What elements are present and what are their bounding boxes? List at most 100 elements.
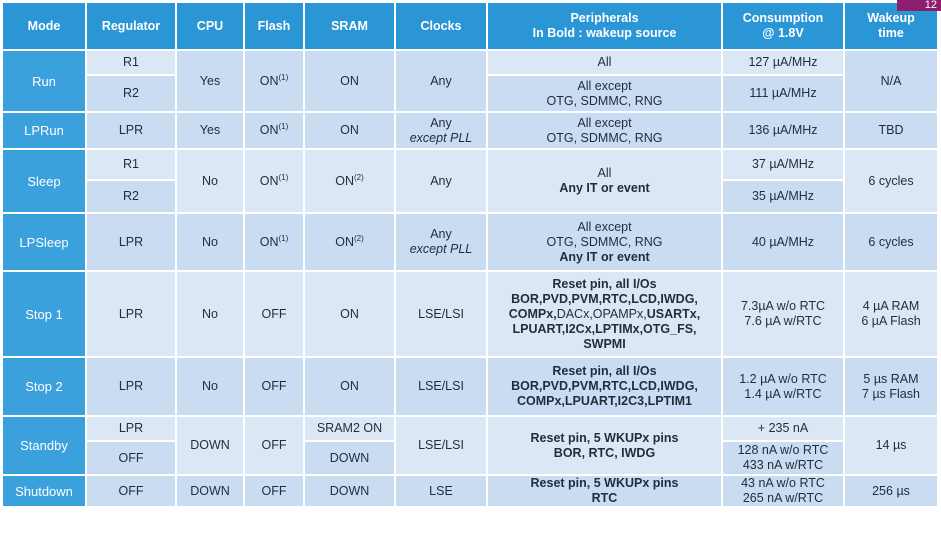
sram-value: ON bbox=[335, 173, 354, 188]
flash-cell: OFF bbox=[245, 476, 305, 508]
peripherals-wakeup-source: Reset pin, 5 WKUPx pins bbox=[530, 430, 679, 445]
sram-cell: ON(2) bbox=[305, 214, 396, 272]
wakeup-line: 7 µs Flash bbox=[862, 386, 920, 401]
cpu-cell: DOWN bbox=[177, 417, 245, 476]
header-wakeup-time: Wakeup time bbox=[845, 3, 939, 51]
peripherals-cell: All bbox=[488, 51, 723, 76]
peripherals-cell: Reset pin, 5 WKUPx pins RTC bbox=[488, 476, 723, 508]
regulator-cell: LPR bbox=[87, 214, 177, 272]
peripherals-line: OTG, SDMMC, RNG bbox=[546, 93, 663, 108]
header-cpu: CPU bbox=[177, 3, 245, 51]
peripherals-wakeup-source: USARTx, bbox=[646, 306, 701, 321]
consumption-line: 128 nA w/o RTC bbox=[737, 443, 829, 457]
sram-cell: ON bbox=[305, 51, 396, 113]
peripherals-wakeup-source: Reset pin, all I/Os bbox=[552, 364, 657, 378]
peripherals-wakeup-source: Any IT or event bbox=[559, 249, 650, 264]
clocks-line-italic: except PLL bbox=[409, 242, 473, 256]
consumption-line: 43 nA w/o RTC bbox=[741, 476, 825, 490]
clocks-cell: Any bbox=[396, 150, 488, 214]
header-peripherals: Peripherals In Bold : wakeup source bbox=[488, 3, 723, 51]
cpu-cell: No bbox=[177, 272, 245, 358]
consumption-line: 7.6 µA w/RTC bbox=[744, 314, 822, 328]
regulator-cell: R1 bbox=[87, 51, 177, 76]
peripherals-wakeup-source: BOR,PVD,PVM,RTC,LCD,IWDG, bbox=[511, 291, 698, 306]
sram-cell: ON bbox=[305, 113, 396, 150]
clocks-line: Any bbox=[430, 115, 452, 130]
regulator-cell: R2 bbox=[87, 181, 177, 214]
sram-value: ON bbox=[335, 234, 354, 249]
clocks-cell: LSE/LSI bbox=[396, 417, 488, 476]
peripherals-cell: Reset pin, all I/Os BOR,PVD,PVM,RTC,LCD,… bbox=[488, 358, 723, 417]
table-row-standby-r1: Standby LPR DOWN OFF SRAM2 ON LSE/LSI Re… bbox=[3, 417, 939, 476]
regulator-cell: R1 bbox=[87, 150, 177, 181]
header-wakeup-subtitle: time bbox=[878, 26, 904, 40]
flash-value: ON bbox=[259, 73, 279, 88]
peripherals-cell: All except OTG, SDMMC, RNG bbox=[488, 113, 723, 150]
mode-cell-stop1: Stop 1 bbox=[3, 272, 87, 358]
peripherals-wakeup-source: BOR, RTC, IWDG bbox=[553, 445, 656, 460]
cpu-cell: DOWN bbox=[177, 476, 245, 508]
consumption-line: 7.3µA w/o RTC bbox=[740, 299, 826, 313]
header-mode: Mode bbox=[3, 3, 87, 51]
footnote-ref: (1) bbox=[278, 172, 289, 182]
footnote-ref: (2) bbox=[353, 172, 364, 182]
header-peripherals-title: Peripherals bbox=[570, 11, 639, 25]
table-row-run-r2: R2 All except OTG, SDMMC, RNG 111 µA/MHz bbox=[3, 76, 939, 113]
clocks-cell: LSE/LSI bbox=[396, 272, 488, 358]
clocks-cell: Any except PLL bbox=[396, 113, 488, 150]
header-clocks: Clocks bbox=[396, 3, 488, 51]
clocks-cell: LSE bbox=[396, 476, 488, 508]
regulator-cell: LPR bbox=[87, 358, 177, 417]
wakeup-cell: 6 cycles bbox=[845, 150, 939, 214]
consumption-line: 1.4 µA w/RTC bbox=[744, 386, 822, 401]
peripherals-line: OTG, SDMMC, RNG bbox=[546, 130, 663, 145]
clocks-cell: LSE/LSI bbox=[396, 358, 488, 417]
peripherals-line: OTG, SDMMC, RNG bbox=[546, 234, 663, 249]
header-flash: Flash bbox=[245, 3, 305, 51]
consumption-line: 433 nA w/RTC bbox=[742, 458, 824, 472]
footnote-ref: (1) bbox=[278, 121, 289, 131]
peripherals-cell: All Any IT or event bbox=[488, 150, 723, 214]
consumption-cell: 40 µA/MHz bbox=[723, 214, 845, 272]
regulator-cell: OFF bbox=[87, 476, 177, 508]
footnote-ref: (1) bbox=[278, 72, 289, 82]
consumption-cell: 128 nA w/o RTC 433 nA w/RTC bbox=[723, 442, 845, 476]
mode-cell-lpsleep: LPSleep bbox=[3, 214, 87, 272]
peripherals-wakeup-source: Reset pin, all I/Os bbox=[552, 276, 657, 291]
peripherals-wakeup-source: Reset pin, 5 WKUPx pins bbox=[530, 476, 679, 490]
peripherals-wakeup-source: RTC bbox=[591, 491, 618, 505]
clocks-line: Any bbox=[430, 227, 452, 241]
flash-value: ON bbox=[259, 123, 279, 137]
table-row-standby-r2: OFF DOWN 128 nA w/o RTC 433 nA w/RTC bbox=[3, 442, 939, 476]
consumption-cell: 7.3µA w/o RTC 7.6 µA w/RTC bbox=[723, 272, 845, 358]
regulator-cell: R2 bbox=[87, 76, 177, 113]
mode-cell-sleep: Sleep bbox=[3, 150, 87, 214]
header-peripherals-subtitle: In Bold : wakeup source bbox=[532, 26, 677, 40]
peripherals-wakeup-source: Any IT or event bbox=[559, 181, 650, 195]
table-row-stop1: Stop 1 LPR No OFF ON LSE/LSI Reset pin, … bbox=[3, 272, 939, 358]
consumption-cell: 127 µA/MHz bbox=[723, 51, 845, 76]
wakeup-cell: TBD bbox=[845, 113, 939, 150]
footnote-ref: (1) bbox=[278, 233, 289, 243]
regulator-cell: OFF bbox=[87, 442, 177, 476]
clocks-cell: Any except PLL bbox=[396, 214, 488, 272]
header-regulator: Regulator bbox=[87, 3, 177, 51]
table-row-run-r1: Run R1 Yes ON(1) ON Any All 127 µA/MHz N… bbox=[3, 51, 939, 113]
peripherals-cell: All except OTG, SDMMC, RNG Any IT or eve… bbox=[488, 214, 723, 272]
mode-cell-run: Run bbox=[3, 51, 87, 113]
sram-cell: DOWN bbox=[305, 442, 396, 476]
footnote-ref: (2) bbox=[353, 233, 364, 243]
page-number-badge: 12 bbox=[897, 0, 941, 11]
mode-cell-standby: Standby bbox=[3, 417, 87, 476]
consumption-line: 1.2 µA w/o RTC bbox=[739, 371, 827, 386]
consumption-line: 265 nA w/RTC bbox=[742, 491, 824, 505]
table-row-shutdown: Shutdown OFF DOWN OFF DOWN LSE Reset pin… bbox=[3, 476, 939, 508]
cpu-cell: Yes bbox=[177, 51, 245, 113]
sram-cell: ON(2) bbox=[305, 150, 396, 214]
cpu-cell: No bbox=[177, 150, 245, 214]
table-row-sleep-r1: Sleep R1 No ON (1) ON(2) Any All Any IT o… bbox=[3, 150, 939, 214]
regulator-cell: LPR bbox=[87, 272, 177, 358]
regulator-cell: LPR bbox=[87, 113, 177, 150]
mode-cell-shutdown: Shutdown bbox=[3, 476, 87, 508]
wakeup-cell: 6 cycles bbox=[845, 214, 939, 272]
